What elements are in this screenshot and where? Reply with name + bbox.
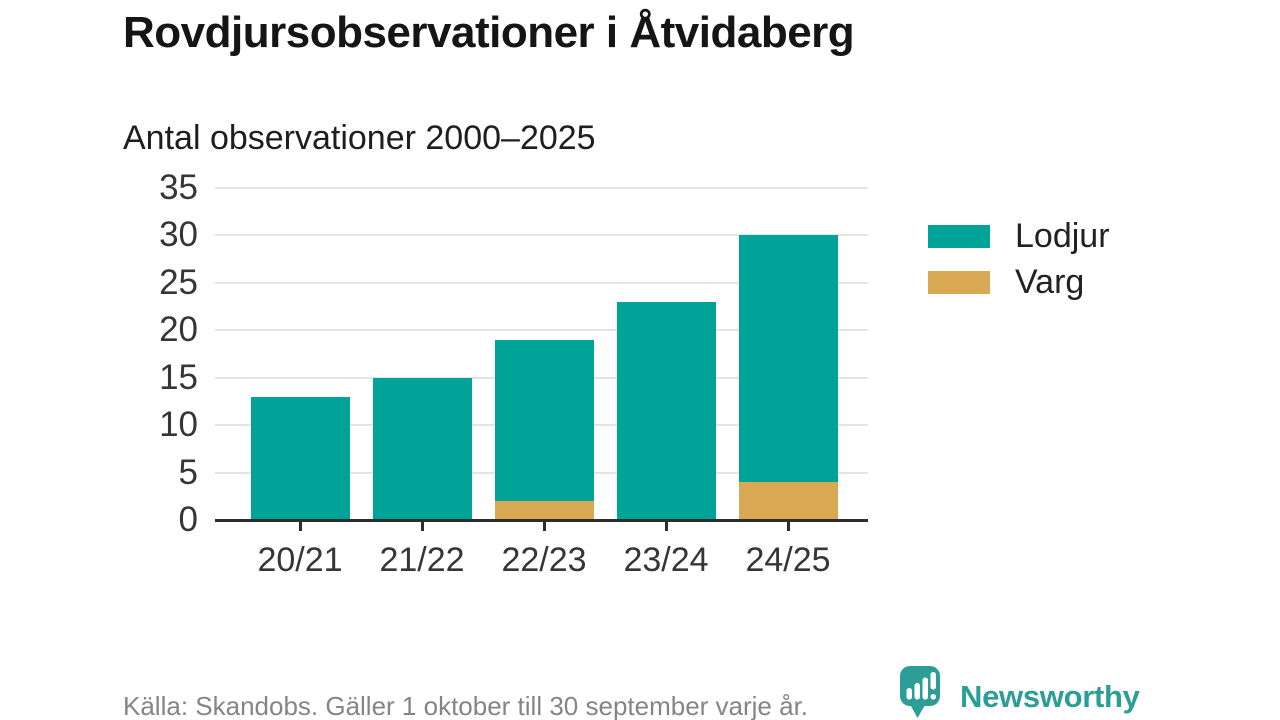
x-axis-tick: [786, 522, 790, 531]
y-axis-tick-label: 25: [159, 262, 198, 302]
x-axis-tick-label: 23/24: [623, 541, 709, 579]
gridline-y-25: [215, 281, 868, 284]
legend-swatch-varg: [928, 270, 990, 294]
gridline-y-35: [215, 187, 868, 189]
page-title: Rovdjursobservationer i Åtvidaberg: [123, 8, 855, 57]
bar-segment-lodjur-23-24: [616, 301, 716, 520]
x-axis-tick-label: 22/23: [501, 541, 587, 579]
legend-item-varg: Varg: [928, 263, 1110, 301]
x-axis-tick: [664, 522, 668, 531]
gridline-y-20: [215, 329, 868, 332]
y-axis-tick-label: 0: [178, 500, 198, 539]
x-axis-tick: [542, 522, 546, 531]
y-axis-tick-label: 15: [159, 357, 198, 397]
chart-subtitle: Antal observationer 2000–2025: [123, 119, 596, 157]
x-axis-tick: [298, 522, 302, 531]
bar-segment-varg-22-23: [494, 501, 594, 520]
x-axis-tick: [420, 522, 424, 531]
legend-swatch-lodjur: [928, 224, 990, 248]
newsworthy-speech-bubble-chart-icon: [900, 666, 940, 718]
bar-segment-lodjur-20-21: [250, 396, 350, 520]
legend-item-lodjur: Lodjur: [928, 217, 1110, 255]
x-axis-tick-label: 20/21: [257, 541, 343, 579]
x-axis-line: [215, 519, 868, 522]
source-note: Källa: Skandobs. Gäller 1 oktober till 3…: [123, 691, 809, 720]
x-axis-tick-label: 21/22: [379, 541, 465, 579]
y-axis-tick-label: 10: [159, 405, 198, 445]
legend: Lodjur Varg: [928, 217, 1110, 309]
bar-segment-lodjur-21-22: [372, 377, 472, 520]
y-axis-tick-label: 20: [159, 310, 198, 350]
y-axis-tick-label: 5: [178, 452, 198, 492]
bar-segment-varg-24-25: [738, 482, 838, 520]
y-axis-tick-label: 30: [159, 215, 198, 255]
legend-label: Lodjur: [1015, 216, 1110, 255]
bar-segment-lodjur-22-23: [494, 339, 594, 502]
bar-segment-lodjur-24-25: [738, 235, 838, 483]
newsworthy-logo-text: Newsworthy: [960, 679, 1140, 714]
y-axis-tick-label: 35: [159, 168, 198, 207]
x-axis-tick-label: 24/25: [745, 541, 831, 579]
gridline-y-30: [215, 234, 868, 237]
legend-label: Varg: [1015, 262, 1085, 301]
